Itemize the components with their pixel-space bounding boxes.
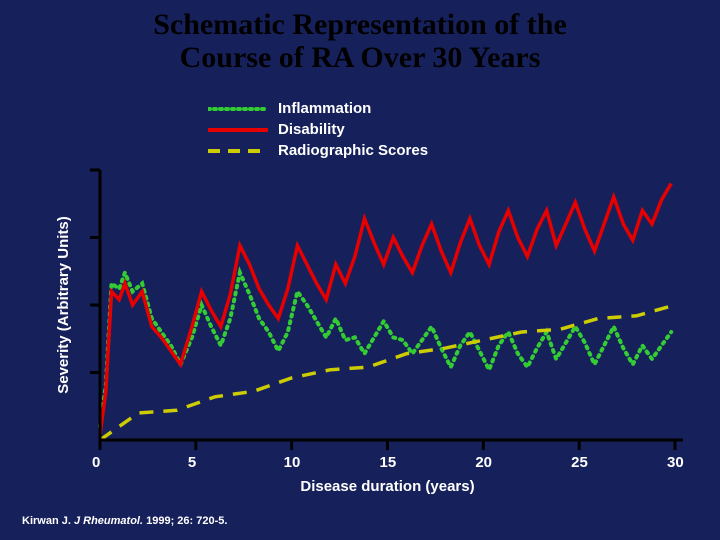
slide-title: Schematic Representation of the Course o… xyxy=(0,0,720,74)
x-tick-30: 30 xyxy=(667,454,684,471)
citation-author: Kirwan J. xyxy=(22,515,74,527)
x-tick-5: 5 xyxy=(188,454,196,471)
citation: Kirwan J. J Rheumatol. 1999; 26: 720-5. xyxy=(22,515,227,527)
chart xyxy=(85,160,700,460)
series-disability xyxy=(100,184,671,435)
citation-rest: 1999; 26: 720-5. xyxy=(146,515,227,527)
x-tick-10: 10 xyxy=(284,454,301,471)
y-axis-label: Severity (Arbitrary Units) xyxy=(55,190,72,420)
legend-swatch-inflammation xyxy=(208,102,268,116)
legend-item-disability: Disability xyxy=(208,121,428,138)
legend-label-radiographic: Radiographic Scores xyxy=(278,142,428,159)
legend-item-radiographic: Radiographic Scores xyxy=(208,142,428,159)
x-tick-15: 15 xyxy=(380,454,397,471)
x-tick-20: 20 xyxy=(475,454,492,471)
legend-label-inflammation: Inflammation xyxy=(278,100,371,117)
legend: Inflammation Disability Radiographic Score… xyxy=(208,100,428,163)
x-tick-25: 25 xyxy=(571,454,588,471)
citation-journal: J Rheumatol. xyxy=(74,515,146,527)
title-line2: Course of RA Over 30 Years xyxy=(0,41,720,74)
x-tick-0: 0 xyxy=(92,454,100,471)
legend-label-disability: Disability xyxy=(278,121,345,138)
legend-swatch-radiographic xyxy=(208,144,268,158)
x-axis-label: Disease duration (years) xyxy=(100,478,675,495)
legend-swatch-disability xyxy=(208,123,268,137)
title-line1: Schematic Representation of the xyxy=(0,8,720,41)
legend-item-inflammation: Inflammation xyxy=(208,100,428,117)
